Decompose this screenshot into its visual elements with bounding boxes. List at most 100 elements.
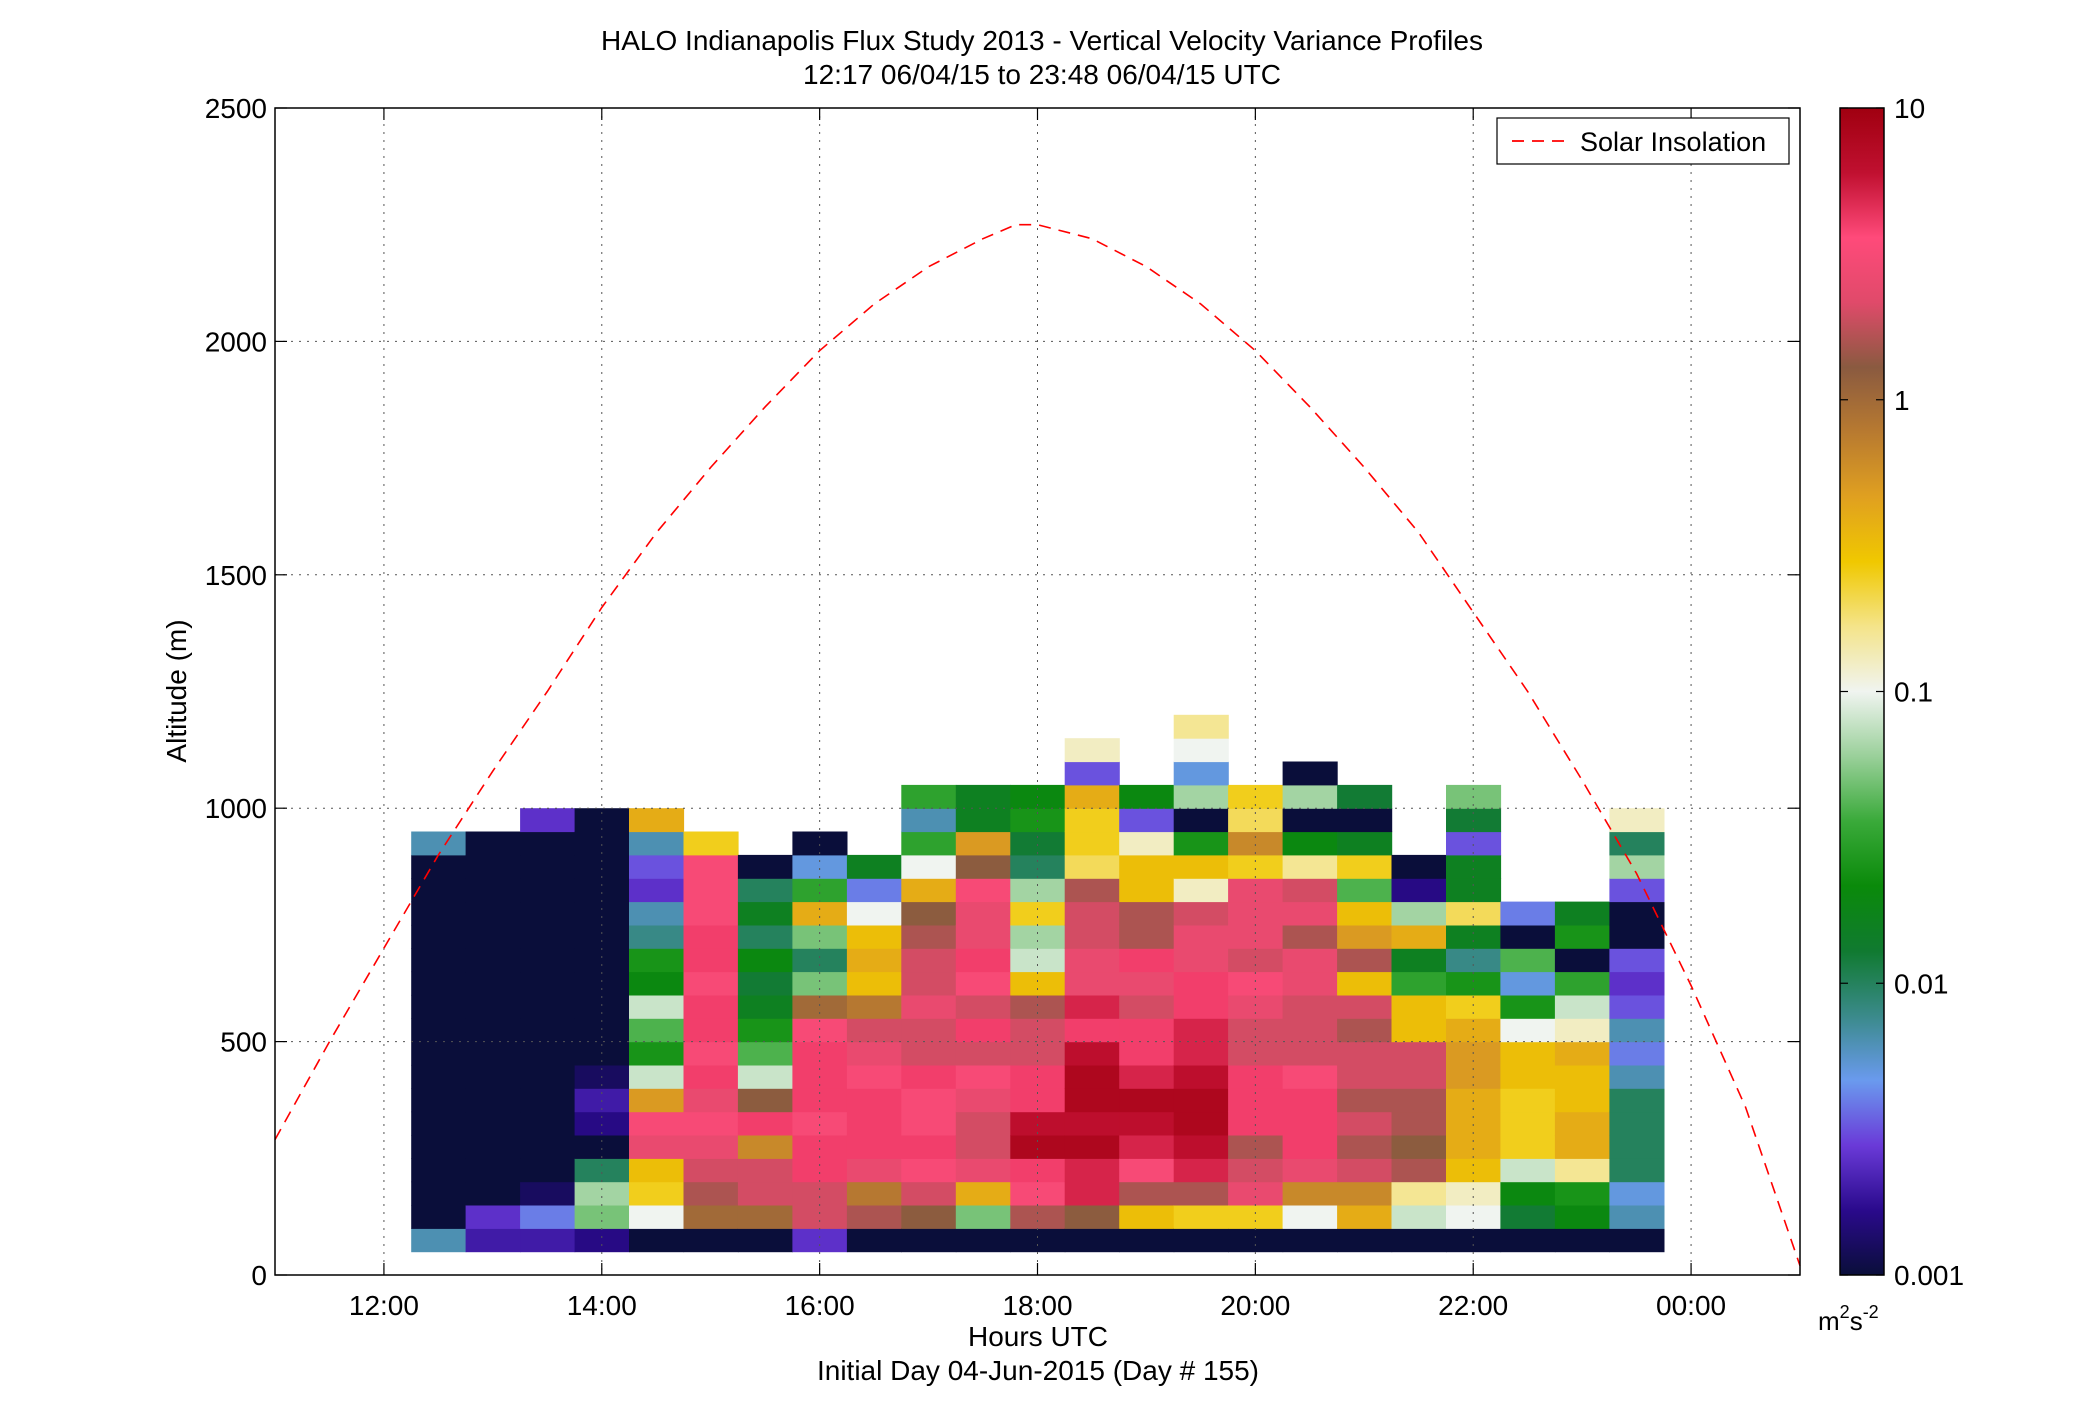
heatmap-cell [411, 1041, 467, 1066]
heatmap-cell [1446, 1111, 1502, 1136]
y-axis-label: Altitude (m) [161, 619, 192, 762]
heatmap-cell [629, 1228, 685, 1253]
heatmap-cell [901, 1088, 957, 1113]
colorbar-unit-sup2: -2 [1863, 1302, 1879, 1322]
heatmap-cell [683, 901, 739, 926]
heatmap-cell [683, 1088, 739, 1113]
heatmap-cell [1010, 1205, 1066, 1229]
heatmap-cell [629, 831, 685, 856]
heatmap-cell [520, 1018, 576, 1043]
heatmap-cell [1554, 1181, 1610, 1206]
heatmap-cell [1282, 901, 1338, 926]
heatmap-cell [1554, 1205, 1610, 1229]
heatmap-cell [1609, 808, 1665, 833]
heatmap-cell [683, 924, 739, 949]
heatmap-cell [683, 994, 739, 1019]
heatmap-cell [1391, 854, 1447, 879]
colorbar: 0.001 0.01 0.1 1 10 m2s-2 [1818, 93, 1964, 1336]
heatmap-cell [1064, 1205, 1120, 1229]
heatmap-cell [737, 924, 793, 949]
heatmap-cell [792, 1228, 848, 1253]
heatmap-cell [846, 971, 902, 996]
heatmap-cell [1609, 1064, 1665, 1089]
heatmap-cell [1554, 1135, 1610, 1159]
heatmap-cell [1282, 1041, 1338, 1066]
heatmap-cell [1337, 994, 1393, 1019]
y-tick-label: 2000 [205, 326, 267, 357]
heatmap-cell [465, 1088, 521, 1113]
heatmap-cell [1064, 971, 1120, 996]
heatmap-cell [683, 1041, 739, 1066]
heatmap-cell [955, 878, 1011, 903]
heatmap-cell [1337, 1135, 1393, 1159]
heatmap-cell [1282, 1135, 1338, 1159]
heatmap-cell [1609, 1205, 1665, 1229]
heatmap-cell [1446, 878, 1502, 903]
heatmap-cell [737, 1205, 793, 1229]
heatmap-cell [792, 901, 848, 926]
heatmap-cell [465, 971, 521, 996]
heatmap-cell [1064, 924, 1120, 949]
heatmap-cell [520, 878, 576, 903]
heatmap-cell [1064, 1041, 1120, 1066]
heatmap-cell [520, 1041, 576, 1066]
heatmap-cell [1228, 854, 1284, 879]
heatmap-cell [901, 1041, 957, 1066]
heatmap-cell [411, 924, 467, 949]
heatmap-cell [1119, 1135, 1175, 1159]
heatmap-cell [1609, 924, 1665, 949]
heatmap-cell [846, 1135, 902, 1159]
heatmap-cell [1173, 714, 1229, 739]
heatmap-cell [792, 831, 848, 856]
heatmap-cell [574, 1181, 630, 1206]
heatmap-cell [629, 854, 685, 879]
heatmap-cell [1391, 901, 1447, 926]
heatmap-cell [683, 1205, 739, 1229]
heatmap-cell [1119, 1205, 1175, 1229]
heatmap-cell [1173, 784, 1229, 809]
heatmap-cell [465, 1158, 521, 1183]
heatmap-cell [1119, 971, 1175, 996]
x-tick-label: 20:00 [1220, 1290, 1290, 1321]
heatmap-cell [1446, 1135, 1502, 1159]
heatmap-cell [901, 831, 957, 856]
heatmap-cell [955, 994, 1011, 1019]
heatmap-cell [1337, 831, 1393, 856]
heatmap-cell [683, 971, 739, 996]
heatmap-cell [1609, 1018, 1665, 1043]
heatmap-cell [411, 1135, 467, 1159]
heatmap-cell [1554, 1041, 1610, 1066]
heatmap-cell [955, 1158, 1011, 1183]
heatmap-cell [1228, 1158, 1284, 1183]
heatmap-cell [955, 808, 1011, 833]
heatmap-cell [901, 1181, 957, 1206]
heatmap-cell [846, 878, 902, 903]
heatmap-cell [792, 994, 848, 1019]
heatmap-cell [1609, 1111, 1665, 1136]
heatmap-cell [1064, 878, 1120, 903]
heatmap-cell [1173, 1158, 1229, 1183]
heatmap-cell [1337, 1158, 1393, 1183]
heatmap-cell [411, 1111, 467, 1136]
heatmap-cell [1119, 1111, 1175, 1136]
heatmap-cell [1064, 831, 1120, 856]
heatmap-cell [955, 854, 1011, 879]
heatmap-cell [1554, 924, 1610, 949]
heatmap-cell [1119, 1041, 1175, 1066]
heatmap-cell [629, 994, 685, 1019]
heatmap-cell [1064, 1181, 1120, 1206]
heatmap-cell [1337, 1064, 1393, 1089]
heatmap-cell [955, 924, 1011, 949]
heatmap-cell [574, 854, 630, 879]
heatmap-cell [1064, 761, 1120, 786]
heatmap-cell [520, 971, 576, 996]
heatmap-cell [955, 971, 1011, 996]
heatmap-cell [1554, 1018, 1610, 1043]
heatmap-cell [1173, 924, 1229, 949]
heatmap-cell [846, 854, 902, 879]
heatmap-cell [465, 1181, 521, 1206]
heatmap-cell [1500, 971, 1556, 996]
heatmap-cell [411, 1088, 467, 1113]
heatmap-cell [955, 1018, 1011, 1043]
heatmap-cell [1337, 1018, 1393, 1043]
